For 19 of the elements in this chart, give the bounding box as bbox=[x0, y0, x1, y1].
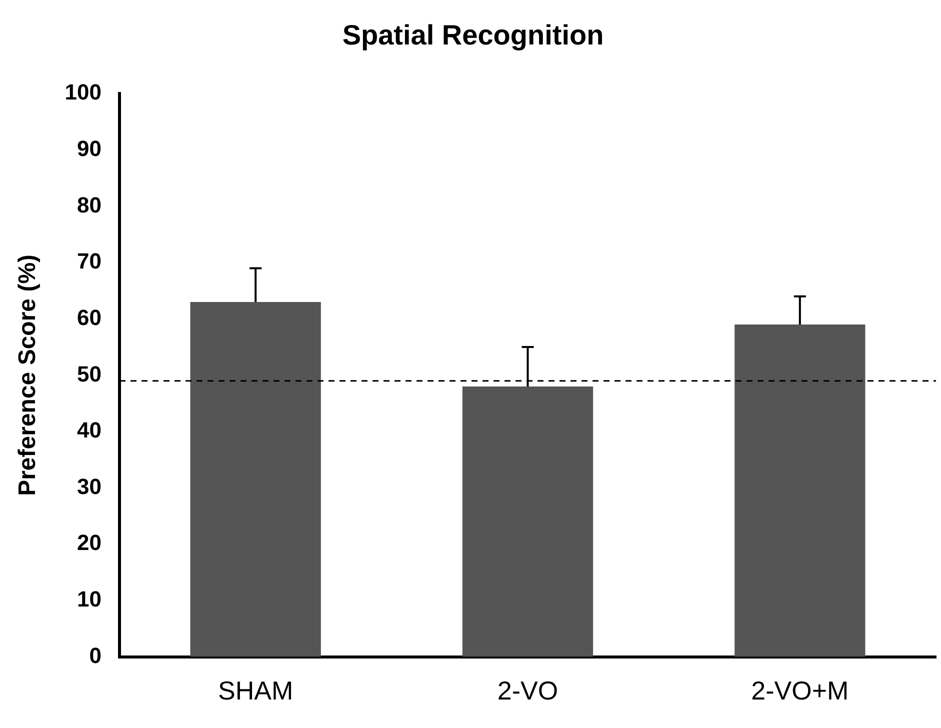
bar bbox=[190, 302, 321, 657]
y-axis-title: Preference Score (%) bbox=[14, 254, 42, 496]
y-tick-label: 90 bbox=[77, 136, 102, 161]
y-tick-label: 100 bbox=[64, 80, 102, 105]
y-tick-label: 20 bbox=[77, 530, 102, 556]
x-tick-label: SHAM bbox=[218, 676, 294, 706]
y-tick-label: 10 bbox=[77, 586, 102, 612]
y-tick-label: 70 bbox=[77, 248, 102, 274]
bar bbox=[462, 386, 594, 657]
x-tick-label: 2-VO+M bbox=[751, 676, 849, 706]
bar bbox=[734, 324, 866, 657]
y-tick-label: 60 bbox=[77, 304, 102, 330]
y-tick-label: 30 bbox=[77, 474, 102, 499]
y-tick-label: 0 bbox=[89, 642, 102, 668]
chart-title: Spatial Recognition bbox=[342, 20, 604, 51]
y-tick-label: 40 bbox=[77, 418, 102, 443]
x-tick-label: 2-VO bbox=[497, 676, 558, 706]
y-tick-label: 80 bbox=[77, 192, 102, 218]
y-tick-label: 50 bbox=[77, 361, 102, 386]
